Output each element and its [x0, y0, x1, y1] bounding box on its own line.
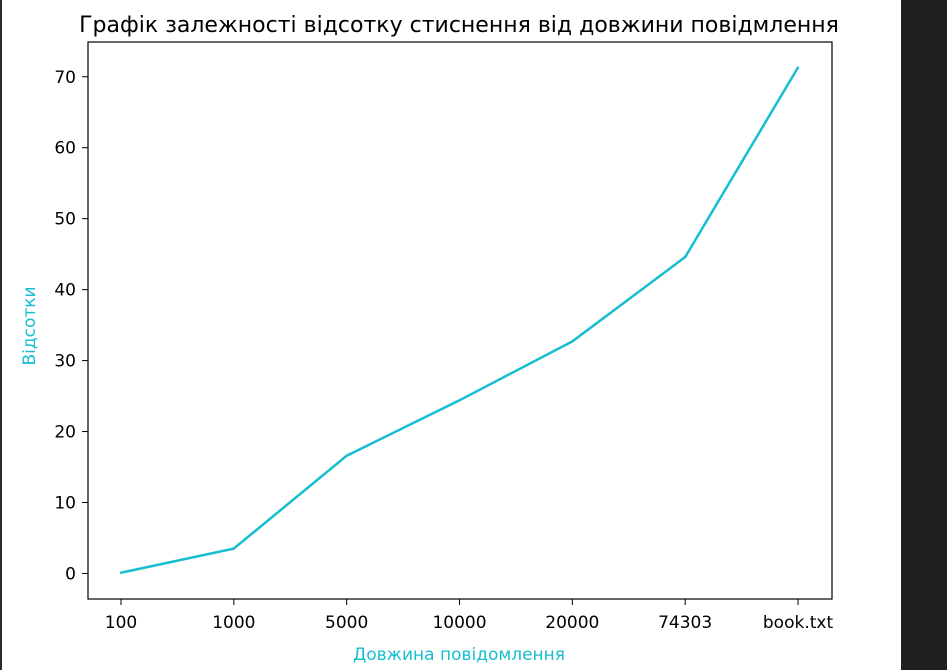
data-points [119, 66, 800, 574]
x-tick-label: book.txt [763, 613, 834, 633]
x-tick-label: 10000 [432, 613, 486, 633]
x-axis: 100 1000 5000 10000 20000 74303 book.txt [105, 599, 834, 633]
y-tick-label: 70 [54, 68, 76, 88]
data-point [119, 571, 123, 574]
y-axis-label: Відсотки [20, 286, 40, 365]
y-tick-label: 40 [54, 281, 76, 301]
data-point [232, 547, 236, 550]
series-line [120, 66, 800, 574]
y-axis: 0 10 20 30 40 50 60 70 [54, 68, 88, 584]
figure-canvas [2, 0, 901, 670]
data-point [345, 454, 348, 457]
plot-area [87, 41, 833, 600]
x-tick-label: 1000 [212, 613, 255, 633]
chart-title: Графік залежності відсотку стиснення від… [79, 13, 839, 38]
x-tick-label: 100 [105, 613, 137, 633]
window-border [0, 0, 2, 670]
y-tick-label: 50 [54, 210, 76, 230]
dark-side-panel [901, 0, 947, 670]
data-point [571, 340, 574, 343]
x-tick-label: 20000 [545, 613, 599, 633]
data-point [458, 399, 461, 402]
data-point [683, 255, 687, 259]
y-tick-label: 10 [54, 494, 76, 514]
x-tick-label: 5000 [325, 613, 368, 633]
x-axis-label: Довжина повідомлення [353, 645, 565, 665]
y-tick-label: 0 [65, 564, 76, 584]
y-tick-label: 60 [54, 139, 76, 159]
x-tick-label: 74303 [658, 613, 712, 633]
y-tick-label: 20 [54, 423, 76, 443]
y-tick-label: 30 [54, 352, 76, 372]
data-point [796, 66, 800, 69]
